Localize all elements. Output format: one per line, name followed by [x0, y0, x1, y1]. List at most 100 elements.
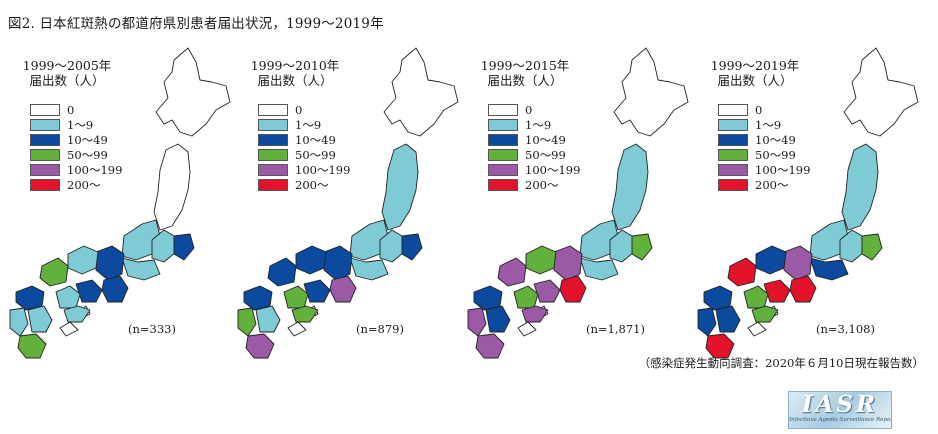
logo-sub-text: Infectious Agents Surveillance Report	[789, 417, 892, 423]
landmass-shape	[59, 321, 79, 337]
period-label: 1999〜2015年	[480, 58, 570, 73]
legend-heading: 1999〜2015年 届出数（人）	[470, 58, 580, 88]
legend-swatch	[488, 133, 518, 146]
prefecture-region-chubu_s	[349, 257, 389, 281]
landmass-shape	[747, 321, 767, 337]
prefecture-region-tohoku	[841, 143, 879, 231]
legend-item: 200〜	[30, 177, 122, 192]
prefecture-region-kyushu_n	[15, 285, 45, 311]
prefecture-region-tohoku	[611, 143, 649, 231]
prefecture-region-boso	[861, 233, 883, 261]
legend-swatch	[258, 163, 288, 176]
prefecture-region-shikoku_w	[283, 285, 309, 309]
prefecture-region-chugoku_e	[67, 245, 99, 275]
prefecture-region-kyushu_w	[697, 307, 717, 337]
prefecture-region-boso	[173, 233, 195, 261]
prefecture-region-shikoku_w	[55, 285, 81, 309]
legend-item: 10〜49	[718, 132, 810, 147]
legend-swatch	[258, 178, 288, 191]
prefecture-region-kansai	[783, 245, 813, 281]
legend-swatch	[30, 148, 60, 161]
legend-label: 100〜199	[67, 162, 123, 177]
legend-item: 50〜99	[30, 147, 122, 162]
prefecture-region-boso	[401, 233, 423, 261]
legend-heading: 1999〜2019年 届出数（人）	[700, 58, 810, 88]
legend-item: 0	[488, 102, 580, 117]
legend-label: 10〜49	[67, 132, 108, 147]
legend-heading: 1999〜2005年 届出数（人）	[12, 58, 122, 88]
prefecture-region-shikoku_e	[533, 279, 561, 303]
legend-swatch	[718, 118, 748, 131]
legend-item: 100〜199	[30, 162, 122, 177]
prefecture-region-kyushu_s	[17, 333, 47, 359]
legend-item: 50〜99	[488, 147, 580, 162]
prefecture-region-chugoku_w	[727, 257, 757, 287]
legend-item: 100〜199	[258, 162, 350, 177]
legend-label: 1〜9	[525, 117, 552, 132]
prefecture-region-kii	[559, 275, 587, 303]
prefecture-region-kyushu_n	[703, 285, 733, 311]
legend-label: 10〜49	[525, 132, 566, 147]
legend-swatch	[258, 148, 288, 161]
prefecture-region-tohoku	[153, 143, 191, 231]
prefecture-region-chugoku_w	[497, 257, 527, 287]
landmass-shape	[613, 47, 689, 137]
case-count-label: (n=1,871)	[586, 322, 645, 336]
japan-map	[237, 47, 459, 359]
legend-swatch	[488, 178, 518, 191]
prefecture-region-shikoku_w	[743, 285, 769, 309]
legend-label: 0	[755, 102, 763, 117]
prefecture-region-tohoku	[381, 143, 419, 231]
prefecture-region-shikoku_s	[521, 305, 549, 323]
prefecture-region-chubu_s	[809, 257, 849, 281]
japan-map	[467, 47, 689, 359]
prefecture-region-kyushu_s	[475, 333, 505, 359]
legend-label: 10〜49	[755, 132, 796, 147]
legend-swatch	[30, 133, 60, 146]
legend-label: 0	[525, 102, 533, 117]
japan-map	[9, 47, 231, 359]
legend-item: 1〜9	[718, 117, 810, 132]
legend-swatch	[488, 163, 518, 176]
prefecture-region-kii	[101, 275, 129, 303]
prefecture-region-kansai	[323, 245, 353, 281]
prefecture-region-chugoku_e	[755, 245, 787, 275]
prefecture-region-kyushu_e	[485, 305, 511, 333]
prefecture-region-shikoku_s	[63, 305, 91, 323]
legend-item: 0	[258, 102, 350, 117]
legend-item: 10〜49	[30, 132, 122, 147]
prefecture-region-shikoku_w	[513, 285, 539, 309]
legend-label: 1〜9	[755, 117, 782, 132]
prefecture-region-kii	[329, 275, 357, 303]
legend-item: 100〜199	[718, 162, 810, 177]
prefecture-region-chubu_s	[121, 257, 161, 281]
landmass-shape	[287, 321, 307, 337]
legend-swatch	[718, 163, 748, 176]
prefecture-region-chugoku_e	[295, 245, 327, 275]
legend-swatch	[258, 118, 288, 131]
legend-unit-label: 届出数（人）	[487, 73, 563, 88]
prefecture-region-boso	[631, 233, 653, 261]
legend-label: 100〜199	[755, 162, 811, 177]
iasr-logo: IASR Infectious Agents Surveillance Repo…	[788, 391, 892, 429]
landmass-shape	[155, 47, 231, 137]
legend-swatch	[488, 148, 518, 161]
map-panel: 1999〜2005年 届出数（人） 0 1〜9 10〜49 50〜99 100〜199 200…	[4, 40, 232, 360]
legend-item: 200〜	[258, 177, 350, 192]
legend-swatch	[30, 163, 60, 176]
prefecture-region-shikoku_e	[303, 279, 331, 303]
legend-swatch	[718, 148, 748, 161]
legend-heading: 1999〜2010年 届出数（人）	[240, 58, 350, 88]
legend-label: 100〜199	[295, 162, 351, 177]
legend-list: 0 1〜9 10〜49 50〜99 100〜199 200〜	[30, 102, 122, 192]
legend-label: 200〜	[67, 177, 101, 192]
period-label: 1999〜2010年	[250, 58, 340, 73]
legend-label: 1〜9	[295, 117, 322, 132]
legend-item: 10〜49	[258, 132, 350, 147]
legend-label: 50〜99	[295, 147, 336, 162]
map-panel: 1999〜2010年 届出数（人） 0 1〜9 10〜49 50〜99 100〜199 200…	[232, 40, 460, 360]
prefecture-region-shikoku_e	[763, 279, 791, 303]
prefecture-region-shikoku_s	[751, 305, 779, 323]
legend-label: 10〜49	[295, 132, 336, 147]
prefecture-region-kansai	[553, 245, 583, 281]
